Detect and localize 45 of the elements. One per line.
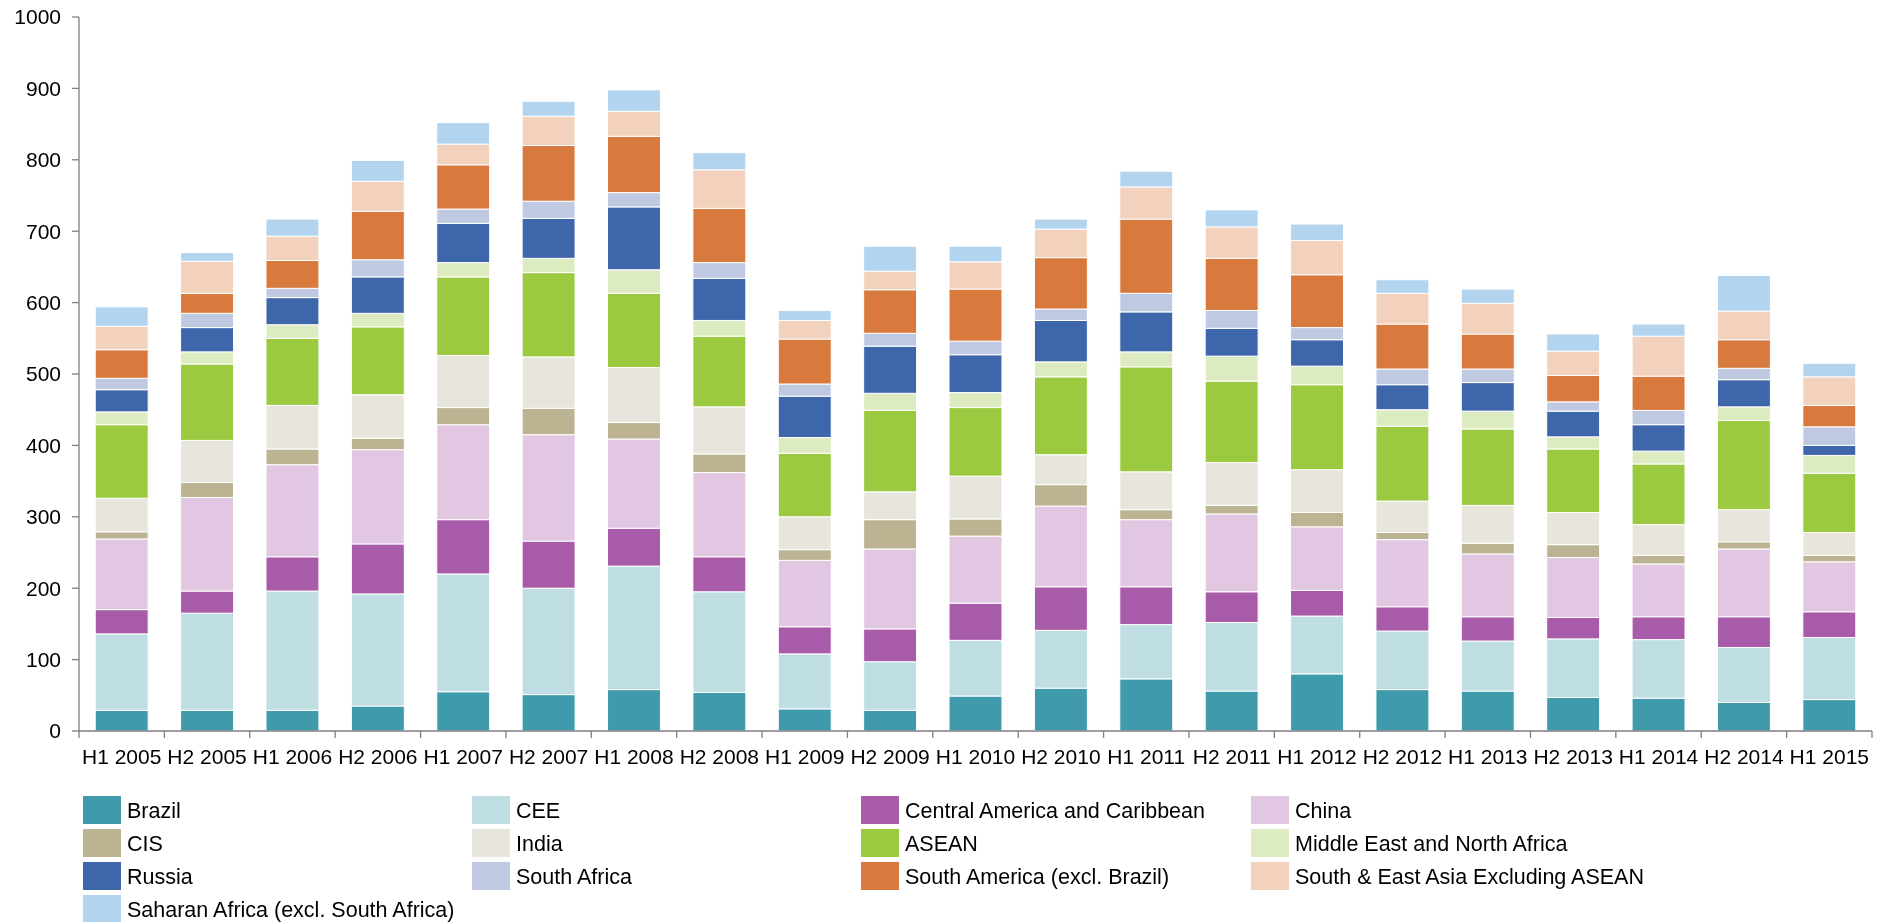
legend-label: Middle East and North Africa: [1295, 831, 1568, 856]
x-tick-label: H2 2012: [1362, 745, 1443, 769]
x-tick-label: H1 2007: [423, 745, 503, 769]
legend-label: ASEAN: [905, 831, 978, 856]
legend-label: Brazil: [127, 798, 181, 823]
x-tick-label: H2 2009: [850, 745, 930, 769]
y-tick-label: 300: [25, 505, 61, 529]
x-tick-label: H1 2011: [1107, 745, 1186, 769]
x-tick-label: H2 2007: [508, 745, 589, 769]
x-tick-label: H2 2014: [1704, 745, 1784, 769]
x-tick-label: H1 2013: [1448, 745, 1528, 769]
legend-label: Russia: [127, 864, 193, 889]
y-tick-label: 500: [25, 362, 61, 386]
x-tick-label: H2 2006: [338, 745, 418, 769]
x-tick-label: H1 2012: [1277, 745, 1357, 769]
y-tick-label: 700: [25, 219, 61, 243]
x-tick-label: H1 2015: [1789, 745, 1870, 769]
legend-label: South Africa: [516, 864, 632, 889]
y-tick-label: 200: [25, 576, 61, 600]
y-tick-label: 0: [49, 719, 61, 743]
y-tick-label: 100: [25, 647, 61, 671]
x-tick-label: H2 2013: [1533, 745, 1613, 769]
y-tick-label: 800: [25, 148, 61, 172]
legend-label: CIS: [127, 831, 163, 856]
x-tick-label: H1 2009: [765, 745, 845, 769]
x-tick-label: H1 2014: [1618, 745, 1699, 769]
x-tick-label: H2 2011: [1192, 745, 1271, 769]
legend-label: China: [1295, 798, 1352, 823]
x-tick-label: H2 2005: [167, 745, 247, 769]
y-tick-label: 400: [25, 433, 61, 457]
y-tick-label: 900: [25, 76, 61, 100]
y-tick-label: 600: [25, 290, 61, 314]
legend-label: Saharan Africa (excl. South Africa): [127, 897, 455, 922]
legend-label: CEE: [516, 798, 561, 823]
x-tick-label: H1 2008: [594, 745, 674, 769]
x-tick-label: H1 2010: [935, 745, 1016, 769]
legend-label: South & East Asia Excluding ASEAN: [1295, 864, 1644, 889]
legend-label: South America (excl. Brazil): [905, 864, 1170, 889]
legend-label: Central America and Caribbean: [905, 798, 1205, 823]
y-tick-label: 1000: [14, 5, 61, 29]
x-tick-label: H1 2006: [252, 745, 333, 769]
legend-label: India: [516, 831, 563, 856]
x-tick-label: H2 2008: [679, 745, 760, 769]
x-tick-label: H1 2005: [81, 745, 162, 769]
x-tick-label: H2 2010: [1021, 745, 1101, 769]
